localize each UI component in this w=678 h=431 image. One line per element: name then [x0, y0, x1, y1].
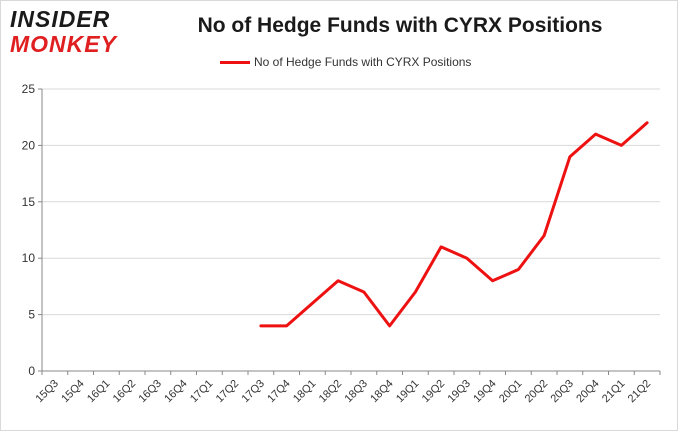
y-tick-label: 10	[22, 251, 36, 265]
x-tick-label: 17Q4	[265, 378, 293, 406]
y-tick-label: 5	[28, 308, 35, 322]
y-tick-label: 20	[22, 138, 36, 152]
x-tick-label: 19Q4	[471, 378, 499, 406]
insider-monkey-logo: INSIDER MONKEY	[8, 6, 128, 56]
x-tick-label: 18Q3	[342, 378, 370, 406]
x-tick-label: 17Q1	[188, 378, 216, 406]
x-tick-label: 21Q2	[626, 378, 654, 406]
x-tick-label: 15Q3	[33, 378, 61, 406]
chart-legend: No of Hedge Funds with CYRX Positions	[220, 53, 471, 71]
x-tick-label: 18Q2	[317, 378, 345, 406]
logo-line-1: INSIDER	[10, 6, 111, 32]
logo-line-2: MONKEY	[10, 31, 117, 57]
x-tick-label: 19Q1	[394, 378, 422, 406]
legend-label: No of Hedge Funds with CYRX Positions	[254, 55, 472, 69]
series-line-0	[259, 121, 649, 328]
x-tick-label: 15Q4	[59, 378, 87, 406]
x-tick-label: 17Q3	[239, 378, 267, 406]
x-tick-label: 17Q2	[214, 378, 242, 406]
y-tick-label: 25	[22, 82, 36, 96]
x-tick-label: 19Q2	[420, 378, 448, 406]
x-tick-label: 19Q3	[445, 378, 473, 406]
x-tick-label: 16Q3	[136, 378, 164, 406]
legend-swatch	[220, 60, 250, 64]
x-tick-label: 21Q1	[600, 378, 628, 406]
x-tick-label: 16Q4	[162, 378, 190, 406]
x-tick-label: 20Q1	[497, 378, 525, 406]
x-tick-label: 20Q2	[523, 378, 551, 406]
x-tick-label: 20Q4	[574, 378, 602, 406]
y-tick-label: 15	[22, 195, 36, 209]
x-tick-label: 18Q4	[368, 378, 396, 406]
x-tick-label: 18Q1	[291, 378, 319, 406]
chart-title: No of Hedge Funds with CYRX Positions	[197, 14, 603, 37]
x-tick-label: 16Q1	[85, 378, 113, 406]
x-tick-label: 16Q2	[111, 378, 139, 406]
x-tick-label: 20Q3	[548, 378, 576, 406]
y-tick-label: 0	[28, 364, 35, 378]
